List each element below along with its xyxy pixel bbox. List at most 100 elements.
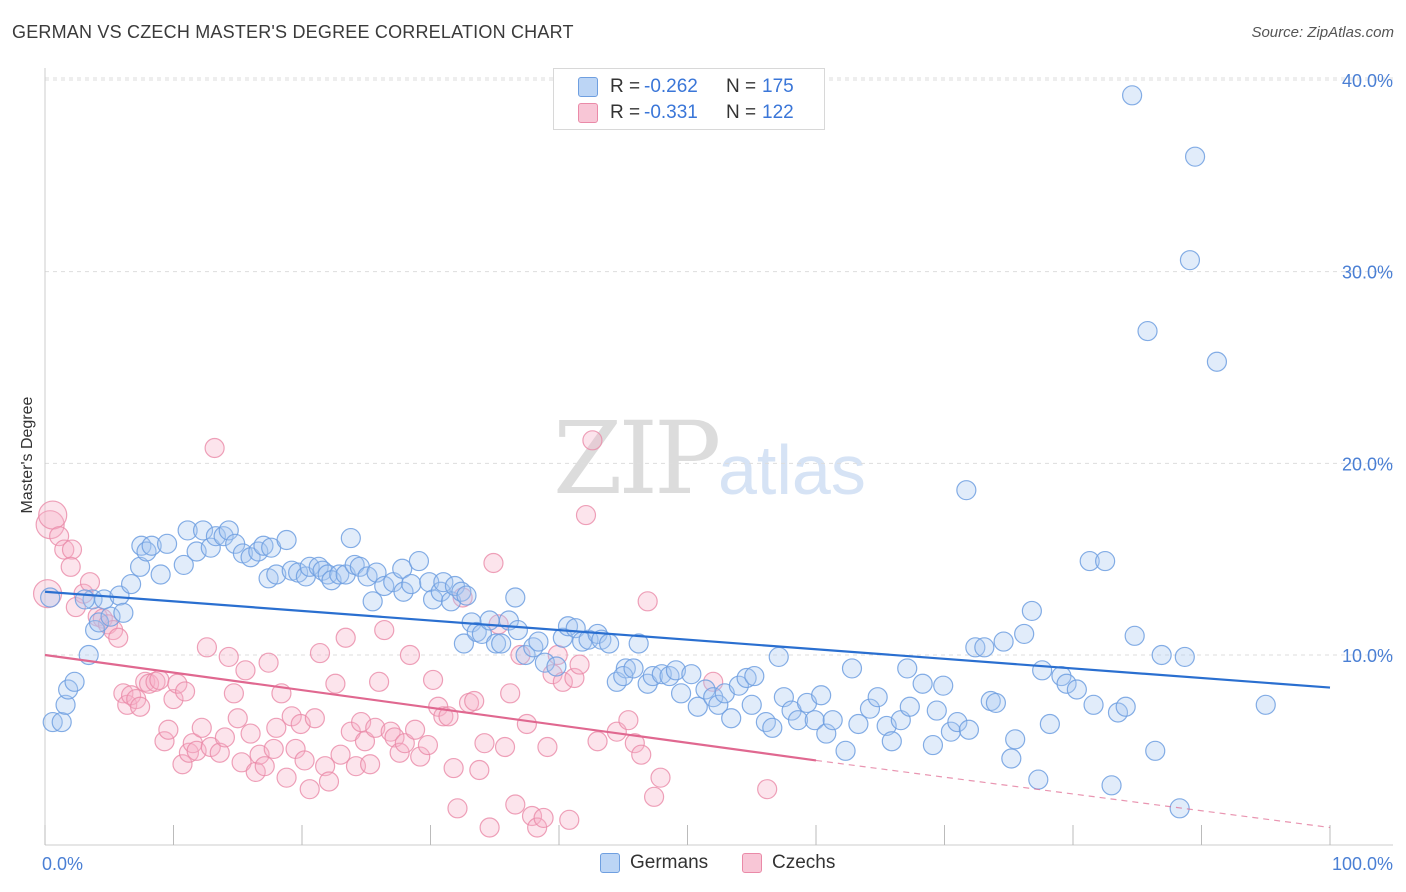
germans-point	[1056, 673, 1077, 694]
germans-point	[768, 646, 789, 668]
germans-point	[897, 658, 918, 679]
czechs-point	[479, 817, 500, 838]
germans-point	[708, 694, 729, 715]
x-tick-label-max: 100.0%	[1332, 854, 1393, 874]
germans-point	[408, 550, 430, 572]
czechs-point	[276, 767, 297, 788]
czechs-point	[240, 723, 261, 744]
germans-point	[401, 573, 422, 595]
germans-point	[88, 612, 110, 633]
czechs-point	[108, 627, 129, 648]
czechs-point	[49, 526, 70, 547]
germans-point	[804, 710, 825, 731]
czechs-point	[469, 759, 490, 781]
czechs-point	[258, 652, 279, 673]
watermark-atlas: atlas	[718, 431, 866, 509]
germans-point	[947, 711, 968, 733]
germans-trend-line	[44, 590, 1331, 689]
czechs-point	[60, 556, 81, 577]
germans-point	[253, 535, 274, 556]
czechs-point	[422, 669, 444, 691]
germans-point	[728, 675, 750, 696]
czechs-point	[209, 742, 230, 763]
czechs-r-label: R =	[610, 102, 641, 123]
czechs-point	[218, 646, 239, 668]
germans-point	[422, 589, 444, 610]
czechs-point	[447, 798, 468, 819]
legend-row-czechs: R = -0.331 N = 122	[578, 101, 794, 125]
germans-point	[453, 633, 475, 654]
germans-point	[40, 587, 61, 608]
czechs-point	[624, 733, 645, 754]
germans-point	[317, 564, 338, 585]
czechs-point	[235, 660, 256, 681]
germans-point	[1028, 769, 1049, 790]
czechs-point	[394, 733, 415, 754]
czechs-point	[266, 717, 287, 738]
x-tick-label-min: 0.0%	[42, 854, 83, 874]
germans-point	[721, 708, 742, 729]
germans-point	[433, 572, 454, 593]
germans-point	[113, 602, 134, 623]
czechs-point	[533, 807, 554, 829]
legend-row-germans: R = -0.262 N = 175	[578, 75, 794, 99]
germans-point	[670, 683, 692, 704]
germans-point	[695, 679, 716, 700]
germans-point	[218, 520, 239, 541]
germans-point	[1206, 351, 1228, 372]
czechs-point	[582, 430, 603, 451]
y-tick-label: 20.0%	[1342, 454, 1393, 474]
czechs-point	[380, 721, 401, 742]
czechs-point	[417, 734, 439, 756]
czechs-n-label: N =	[726, 102, 757, 123]
czechs-point	[552, 671, 573, 692]
czechs-point	[569, 654, 590, 675]
czechs-point	[443, 757, 464, 779]
germans-point	[1151, 644, 1172, 666]
czechs-point	[227, 708, 248, 729]
czechs-point	[510, 644, 531, 666]
czechs-point	[360, 754, 381, 775]
germans-point	[628, 633, 649, 654]
czechs-trend-line	[44, 653, 817, 762]
czechs-point	[537, 736, 558, 758]
czechs-point	[113, 683, 134, 704]
czechs-point	[154, 731, 175, 752]
germans-point	[762, 717, 783, 738]
germans-point	[546, 656, 567, 677]
czechs-point	[191, 717, 212, 738]
czechs-point	[231, 752, 252, 773]
czechs-point	[214, 727, 235, 748]
series-legend: Germans Czechs	[0, 852, 1406, 878]
germans-point	[881, 731, 902, 752]
czechs-point	[494, 736, 516, 758]
czechs-point	[505, 794, 526, 815]
germans-point	[615, 658, 636, 679]
germans-point	[912, 673, 933, 694]
czechs-swatch	[578, 103, 598, 123]
axes	[44, 68, 1393, 846]
germans-point	[1066, 679, 1087, 700]
czechs-point	[374, 619, 395, 641]
y-tick-label: 10.0%	[1342, 646, 1393, 666]
czechs-point	[174, 681, 196, 702]
czechs-point	[167, 673, 188, 694]
germans-point	[491, 633, 512, 654]
czechs-point	[38, 500, 68, 530]
legend-item-germans: Germans	[600, 852, 708, 874]
czechs-point	[149, 669, 170, 691]
germans-point	[1179, 250, 1201, 271]
czechs-point	[384, 727, 405, 748]
germans-point	[1021, 600, 1042, 622]
trend-lines	[44, 590, 1331, 829]
germans-point	[156, 533, 178, 554]
czechs-point	[575, 504, 597, 526]
germans-point	[822, 710, 843, 731]
germans-point	[659, 665, 680, 687]
germans-point	[479, 610, 500, 631]
czechs-point	[325, 673, 346, 694]
czechs-points	[32, 430, 778, 838]
czechs-trend-extension	[815, 759, 1331, 829]
germans-point	[507, 619, 528, 641]
germans-point	[787, 710, 809, 731]
